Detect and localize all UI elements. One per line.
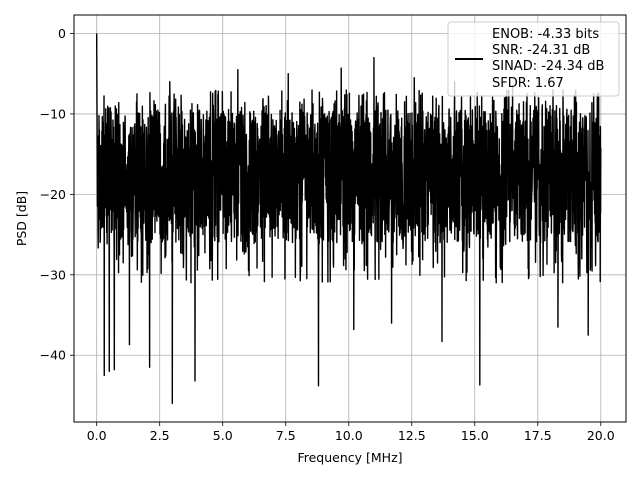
x-tick-label: 20.0 [587, 428, 615, 443]
axes-frame [73, 14, 627, 423]
legend-entry-sfdr: SFDR: 1.67 [492, 76, 564, 91]
legend-entry-snr: SNR: -24.31 dB [492, 43, 590, 58]
y-tick-label: −20 [40, 187, 66, 202]
x-tick-label: 15.0 [461, 428, 489, 443]
legend-entry-enob: ENOB: -4.33 bits [492, 27, 599, 42]
ticks: 0.0 2.5 5.0 7.5 10.0 12.5 15.0 17.5 20.0 0 −10 −20 −… [40, 26, 615, 443]
y-tick-label: −10 [40, 106, 66, 121]
y-tick-label: −30 [40, 267, 66, 282]
x-tick-label: 17.5 [524, 428, 552, 443]
y-tick-label: 0 [58, 26, 66, 41]
legend-entry-sinad: SINAD: -24.34 dB [492, 59, 604, 74]
x-tick-label: 10.0 [335, 428, 363, 443]
legend-box [447, 21, 620, 97]
x-axis-label: Frequency [MHz] [297, 450, 402, 465]
x-tick-label: 2.5 [150, 428, 170, 443]
y-axis-label: PSD [dB] [14, 191, 29, 246]
x-tick-label: 5.0 [213, 428, 233, 443]
x-tick-label: 0.0 [87, 428, 107, 443]
x-tick-label: 7.5 [276, 428, 296, 443]
x-tick-label: 12.5 [398, 428, 426, 443]
psd-line [95, 33, 602, 405]
y-tick-label: −40 [40, 348, 66, 363]
legend: ENOB: -4.33 bits SNR: -24.31 dB SINAD: -… [447, 21, 620, 97]
psd-trace [95, 33, 602, 405]
